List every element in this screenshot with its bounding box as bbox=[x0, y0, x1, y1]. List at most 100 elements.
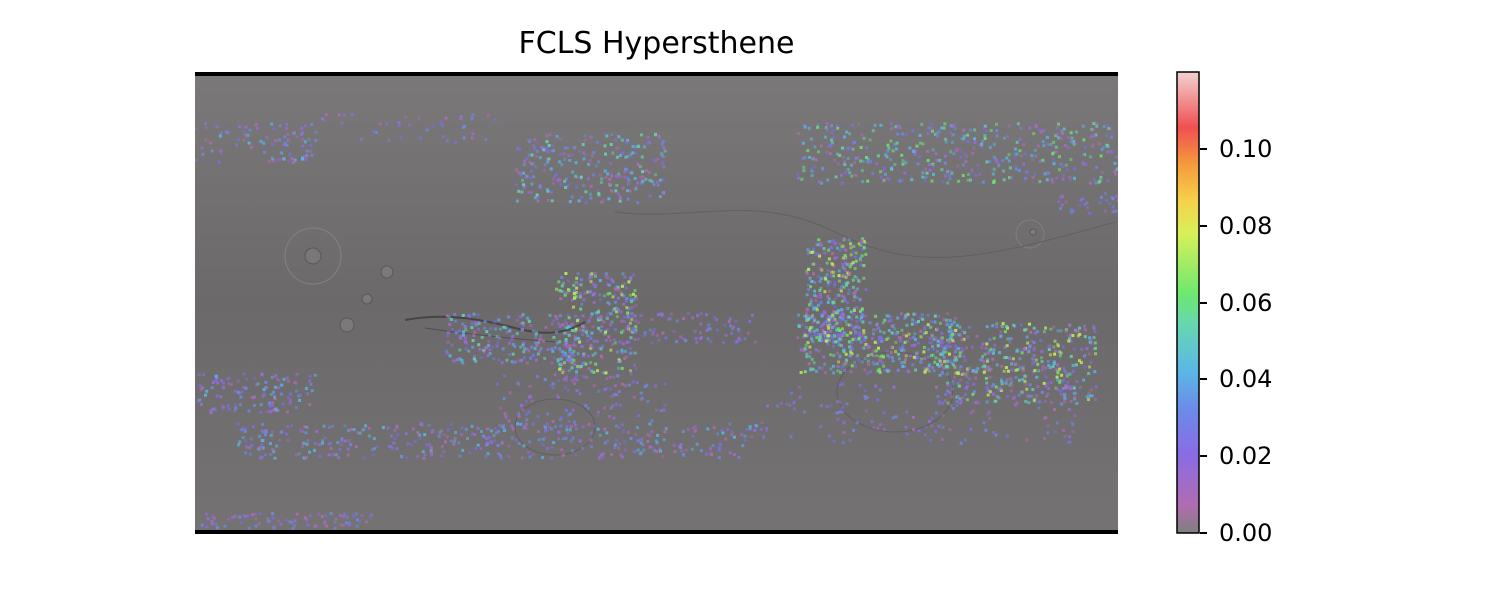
abundance-pixel bbox=[271, 430, 274, 434]
abundance-pixel bbox=[637, 321, 641, 324]
abundance-pixel bbox=[995, 322, 999, 326]
abundance-pixel bbox=[1069, 399, 1073, 403]
abundance-pixel bbox=[927, 355, 930, 359]
abundance-pixel bbox=[567, 154, 571, 158]
abundance-pixel bbox=[885, 314, 889, 318]
abundance-pixel bbox=[250, 443, 254, 447]
abundance-pixel bbox=[237, 443, 241, 447]
abundance-pixel bbox=[520, 190, 524, 194]
abundance-pixel bbox=[617, 358, 621, 362]
abundance-pixel bbox=[679, 335, 683, 339]
abundance-pixel bbox=[718, 446, 722, 450]
abundance-pixel bbox=[497, 318, 501, 322]
abundance-pixel bbox=[984, 428, 988, 432]
abundance-pixel bbox=[1024, 383, 1028, 386]
abundance-pixel bbox=[227, 130, 230, 134]
abundance-pixel bbox=[1059, 129, 1063, 133]
abundance-pixel bbox=[892, 385, 896, 389]
abundance-pixel bbox=[1073, 347, 1076, 351]
abundance-pixel bbox=[839, 274, 843, 278]
abundance-pixel bbox=[743, 337, 747, 341]
abundance-pixel bbox=[603, 388, 607, 391]
abundance-pixel bbox=[237, 391, 241, 395]
abundance-pixel bbox=[530, 345, 534, 349]
abundance-pixel bbox=[807, 288, 811, 292]
abundance-pixel bbox=[574, 427, 578, 431]
abundance-pixel bbox=[346, 447, 350, 451]
abundance-pixel bbox=[836, 399, 839, 403]
abundance-pixel bbox=[551, 177, 555, 181]
abundance-pixel bbox=[616, 307, 620, 311]
abundance-pixel bbox=[855, 287, 859, 291]
abundance-pixel bbox=[933, 132, 937, 136]
abundance-pixel bbox=[1054, 368, 1058, 372]
abundance-pixel bbox=[614, 402, 618, 406]
abundance-pixel bbox=[629, 369, 633, 373]
abundance-pixel bbox=[1000, 382, 1004, 386]
abundance-pixel bbox=[830, 326, 834, 329]
abundance-pixel bbox=[1075, 380, 1079, 384]
abundance-pixel bbox=[841, 441, 845, 445]
abundance-pixel bbox=[937, 401, 941, 405]
abundance-pixel bbox=[610, 189, 613, 193]
abundance-pixel bbox=[564, 342, 568, 346]
abundance-pixel bbox=[589, 135, 593, 139]
abundance-pixel bbox=[944, 140, 948, 144]
abundance-pixel bbox=[862, 329, 866, 332]
abundance-pixel bbox=[461, 322, 465, 326]
abundance-pixel bbox=[819, 333, 822, 337]
abundance-pixel bbox=[992, 383, 995, 387]
abundance-pixel bbox=[988, 390, 992, 394]
abundance-pixel bbox=[1105, 134, 1109, 138]
abundance-pixel bbox=[860, 241, 863, 245]
abundance-pixel bbox=[285, 143, 289, 147]
abundance-pixel bbox=[797, 324, 801, 328]
abundance-pixel bbox=[1032, 341, 1036, 344]
abundance-pixel bbox=[1063, 392, 1066, 396]
abundance-pixel bbox=[1057, 155, 1061, 159]
abundance-pixel bbox=[839, 383, 842, 387]
abundance-pixel bbox=[338, 513, 342, 517]
abundance-pixel bbox=[1041, 365, 1045, 369]
abundance-pixel bbox=[848, 171, 852, 175]
abundance-pixel bbox=[430, 453, 434, 457]
abundance-pixel bbox=[903, 317, 907, 321]
abundance-pixel bbox=[854, 365, 858, 369]
abundance-pixel bbox=[836, 152, 839, 156]
abundance-pixel bbox=[522, 426, 526, 430]
abundance-pixel bbox=[988, 338, 992, 342]
abundance-pixel bbox=[592, 424, 596, 428]
abundance-pixel bbox=[573, 423, 577, 427]
abundance-pixel bbox=[994, 433, 998, 437]
abundance-pixel bbox=[941, 341, 945, 345]
abundance-pixel bbox=[853, 295, 856, 299]
abundance-pixel bbox=[634, 432, 638, 436]
abundance-pixel bbox=[817, 238, 821, 242]
abundance-pixel bbox=[261, 430, 265, 434]
abundance-pixel bbox=[932, 369, 936, 373]
abundance-pixel bbox=[839, 344, 843, 347]
abundance-pixel bbox=[1072, 209, 1076, 213]
abundance-pixel bbox=[986, 412, 990, 416]
abundance-pixel bbox=[949, 337, 953, 341]
abundance-pixel bbox=[840, 181, 844, 185]
abundance-pixel bbox=[858, 279, 862, 283]
abundance-pixel bbox=[578, 392, 582, 396]
abundance-pixel bbox=[832, 310, 836, 313]
abundance-pixel bbox=[809, 137, 813, 141]
abundance-pixel bbox=[875, 362, 879, 366]
abundance-pixel bbox=[964, 372, 968, 376]
abundance-pixel bbox=[935, 385, 938, 389]
abundance-pixel bbox=[836, 339, 840, 343]
abundance-pixel bbox=[1014, 362, 1017, 366]
abundance-pixel bbox=[541, 443, 545, 447]
abundance-pixel bbox=[489, 440, 493, 444]
abundance-pixel bbox=[583, 153, 587, 157]
abundance-pixel bbox=[1045, 394, 1048, 398]
abundance-pixel bbox=[957, 370, 961, 374]
abundance-pixel bbox=[219, 379, 223, 383]
abundance-pixel bbox=[430, 430, 434, 434]
abundance-pixel bbox=[264, 430, 268, 434]
valles-marineris bbox=[404, 315, 586, 334]
abundance-pixel bbox=[531, 422, 535, 426]
